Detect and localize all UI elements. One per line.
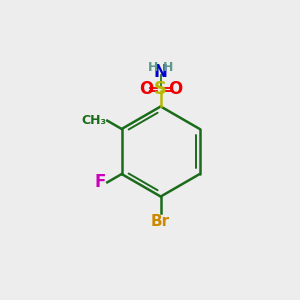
Text: S: S [154,80,167,98]
Text: H: H [163,61,173,74]
Text: O: O [168,80,182,98]
Text: H: H [148,61,158,74]
Text: F: F [95,173,106,191]
Text: N: N [154,64,168,82]
Text: O: O [139,80,154,98]
Text: Br: Br [151,214,170,229]
Text: CH₃: CH₃ [81,114,106,127]
